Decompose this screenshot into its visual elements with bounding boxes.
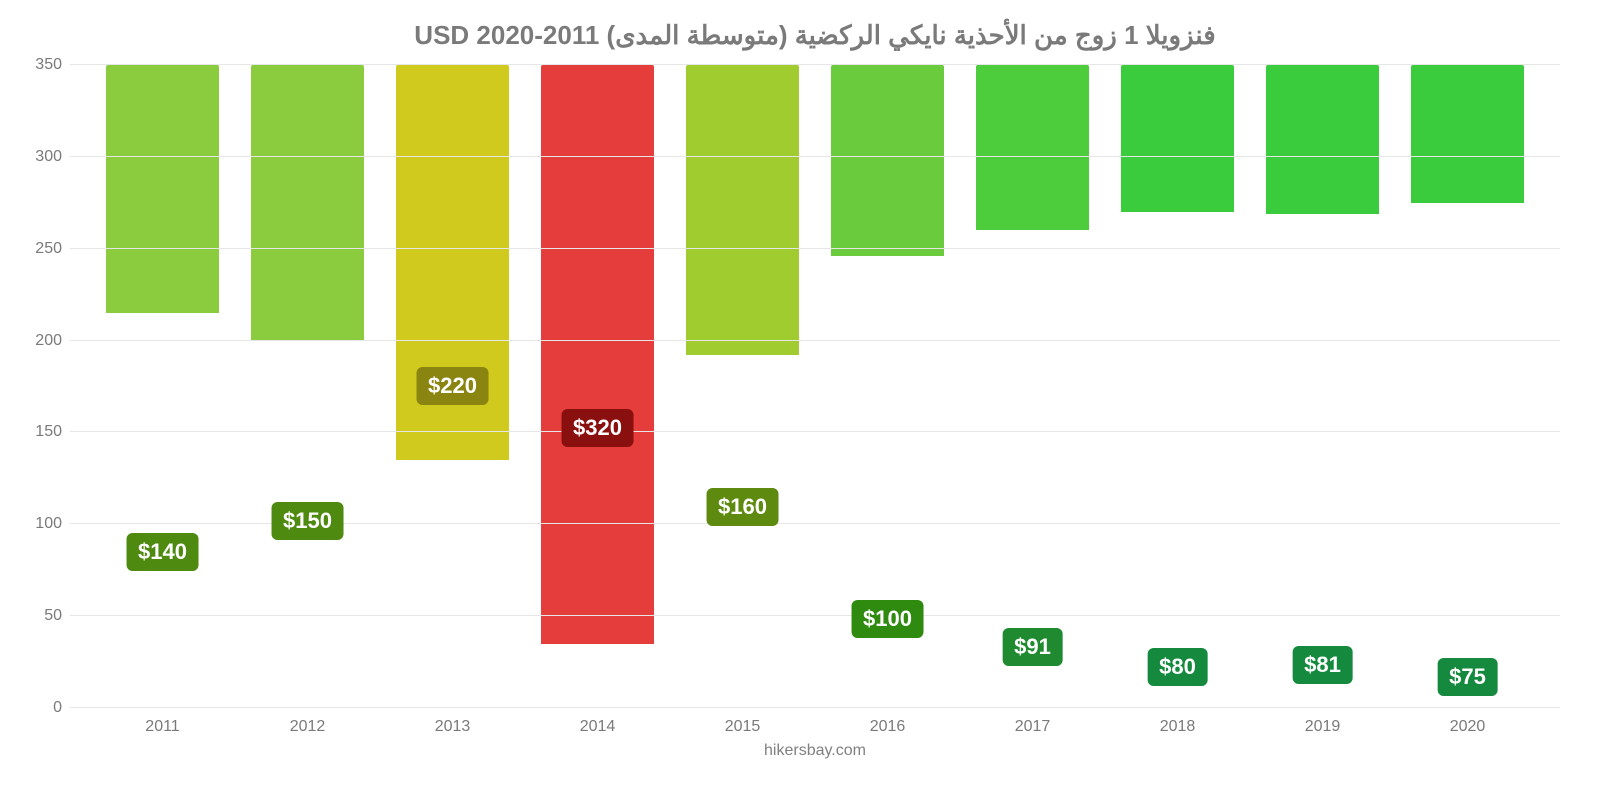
grid-line	[70, 431, 1560, 432]
bar-slot: 2015	[670, 65, 815, 708]
value-badge: $320	[561, 409, 634, 447]
grid-line	[70, 156, 1560, 157]
x-tick-label: 2013	[435, 718, 471, 736]
bars-container: 2011201220132014201520162017201820192020	[70, 65, 1560, 708]
value-badge: $160	[706, 488, 779, 526]
plot-area: 2011201220132014201520162017201820192020…	[70, 65, 1560, 708]
x-tick-label: 2018	[1160, 718, 1196, 736]
bar-slot: 2020	[1395, 65, 1540, 708]
bar-slot: 2012	[235, 65, 380, 708]
y-tick-label: 350	[20, 56, 62, 74]
value-badge: $91	[1002, 628, 1063, 666]
y-tick-label: 150	[20, 423, 62, 441]
x-tick-label: 2011	[145, 718, 179, 736]
x-tick-label: 2017	[1015, 718, 1051, 736]
chart-title: فنزويلا 1 زوج من الأحذية نايكي الركضية (…	[70, 20, 1560, 51]
grid-line	[70, 248, 1560, 249]
y-tick-label: 100	[20, 515, 62, 533]
bar-slot: 2014	[525, 65, 670, 708]
value-badge: $80	[1147, 648, 1208, 686]
bar-slot: 2017	[960, 65, 1105, 708]
bar	[1411, 65, 1524, 203]
y-tick-label: 50	[20, 607, 62, 625]
grid-line	[70, 707, 1560, 708]
grid-line	[70, 615, 1560, 616]
grid-line	[70, 64, 1560, 65]
bar-slot: 2018	[1105, 65, 1250, 708]
value-badge: $100	[851, 600, 924, 638]
bar	[831, 65, 944, 256]
y-tick-label: 200	[20, 332, 62, 350]
value-badge: $81	[1292, 646, 1353, 684]
value-badge: $220	[416, 367, 489, 405]
y-tick-label: 0	[20, 699, 62, 717]
bar	[1266, 65, 1379, 214]
bar-slot: 2019	[1250, 65, 1395, 708]
x-tick-label: 2020	[1450, 718, 1486, 736]
x-tick-label: 2012	[290, 718, 326, 736]
y-tick-label: 250	[20, 240, 62, 258]
value-badge: $75	[1437, 658, 1498, 696]
x-tick-label: 2019	[1305, 718, 1341, 736]
bar	[976, 65, 1089, 230]
value-badge: $140	[126, 533, 199, 571]
bar	[1121, 65, 1234, 212]
x-tick-label: 2016	[870, 718, 906, 736]
bar	[251, 65, 364, 341]
bar	[686, 65, 799, 355]
bar	[541, 65, 654, 644]
x-tick-label: 2015	[725, 718, 761, 736]
bar-slot: 2011	[90, 65, 235, 708]
value-badge: $150	[271, 502, 344, 540]
y-tick-label: 300	[20, 148, 62, 166]
bar	[106, 65, 219, 313]
grid-line	[70, 340, 1560, 341]
source-label: hikersbay.com	[70, 742, 1560, 760]
x-tick-label: 2014	[580, 718, 616, 736]
